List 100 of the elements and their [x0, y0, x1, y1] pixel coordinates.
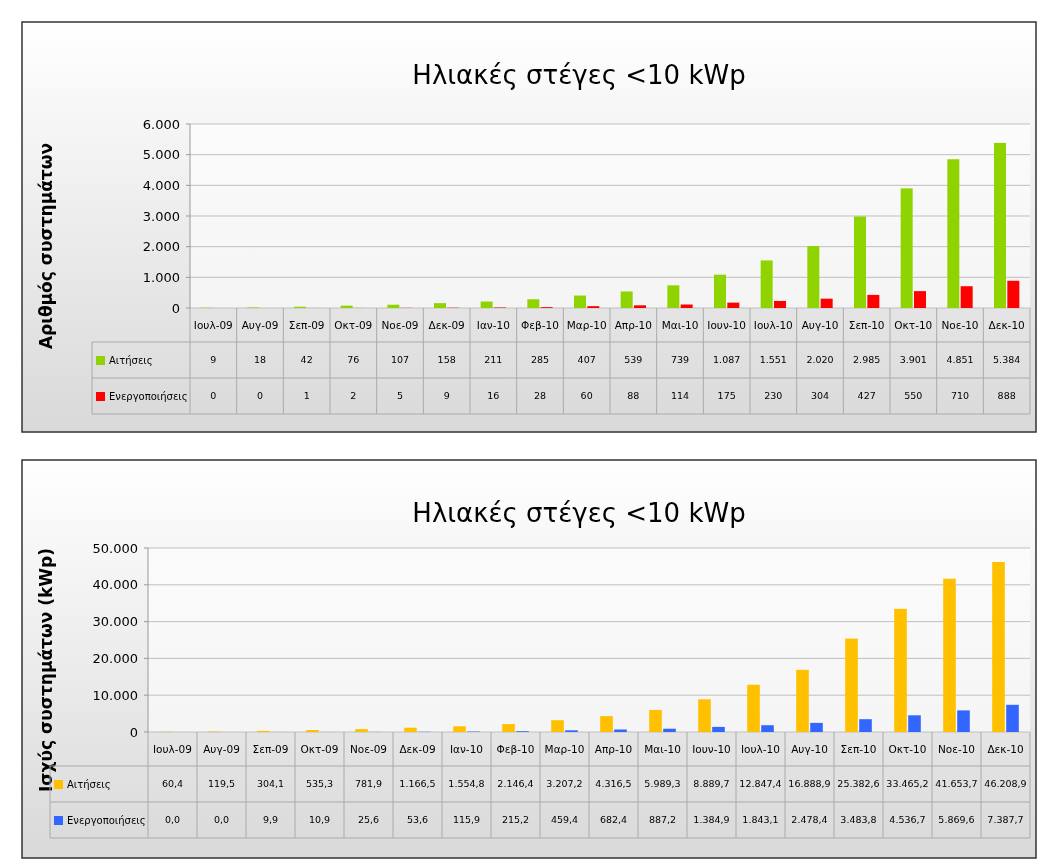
y-tick-label: 50.000: [92, 540, 138, 556]
x-tick-label: Αυγ-10: [791, 742, 828, 755]
data-label: 42: [300, 354, 313, 366]
x-tick-label: Αυγ-09: [203, 742, 240, 755]
data-label: 3.207,2: [546, 778, 583, 790]
bar: [527, 299, 540, 308]
data-label: 12.847,4: [739, 778, 782, 790]
x-tick-label: Φεβ-10: [521, 318, 559, 331]
data-label: 5.384: [993, 354, 1021, 366]
bar: [900, 188, 913, 308]
bar: [698, 699, 711, 732]
bar: [810, 722, 823, 732]
x-tick-label: Ιουν-10: [692, 742, 731, 755]
x-tick-label: Μαι-10: [661, 318, 699, 331]
data-label: 4.851: [946, 354, 974, 366]
x-tick-label: Αυγ-10: [801, 318, 839, 331]
data-label: 4.536,7: [889, 814, 926, 826]
data-label: 550: [904, 390, 923, 402]
bar: [620, 291, 633, 308]
bar: [355, 729, 368, 732]
data-label: 535,3: [305, 778, 334, 790]
bar: [845, 638, 858, 732]
y-tick-label: 2.000: [142, 239, 180, 255]
x-tick-label: Σεπ-10: [840, 742, 877, 755]
data-label: 3.483,8: [840, 814, 877, 826]
data-label: 46.208,9: [984, 778, 1027, 790]
data-label: 3.901: [899, 354, 927, 366]
chart-title: Ηλιακές στέγες <10 kWp: [412, 498, 746, 528]
bar: [943, 578, 956, 732]
data-label: 53,6: [406, 814, 429, 826]
bar: [712, 726, 725, 732]
x-tick-label: Οκτ-10: [894, 318, 933, 331]
data-label: 5: [396, 390, 404, 402]
x-tick-label: Δεκ-10: [987, 742, 1024, 755]
y-tick-label: 30.000: [92, 614, 138, 630]
bar: [914, 291, 926, 308]
legend-label: Αιτήσεις: [67, 778, 111, 790]
data-label: 304: [810, 390, 830, 402]
y-axis-title: Ισχύς συστημάτων (kWp): [36, 548, 56, 792]
data-label: 9: [210, 354, 217, 366]
data-label: 18: [253, 354, 267, 366]
data-label: 427: [857, 390, 876, 402]
y-tick-label: 4.000: [142, 177, 180, 193]
data-label: 25.382,6: [837, 778, 880, 790]
data-label: 739: [670, 354, 690, 366]
data-label: 1.166,5: [399, 778, 436, 790]
chart-title: Ηλιακές στέγες <10 kWp: [412, 60, 746, 90]
data-label: 215,2: [501, 814, 530, 826]
bar: [957, 710, 970, 732]
data-label: 1.087: [713, 354, 741, 366]
bar: [404, 727, 417, 732]
data-label: 0,0: [213, 814, 230, 826]
data-label: 16.888,9: [788, 778, 831, 790]
data-label: 9,9: [262, 814, 279, 826]
bar: [434, 303, 446, 308]
legend-label: Ενεργοποιήσεις: [109, 390, 188, 402]
bar: [667, 285, 680, 308]
bar: [502, 724, 515, 732]
data-label: 76: [347, 354, 360, 366]
x-tick-label: Ιαν-10: [476, 318, 510, 331]
bar: [760, 260, 773, 308]
data-label: 114: [670, 390, 690, 402]
x-tick-label: Σεπ-09: [288, 318, 325, 331]
x-tick-label: Φεβ-10: [496, 742, 535, 755]
x-tick-label: Απρ-10: [594, 742, 633, 755]
x-tick-label: Σεπ-09: [252, 742, 289, 755]
bar: [714, 274, 726, 308]
data-label: 539: [624, 354, 643, 366]
x-tick-label: Νοε-10: [941, 318, 979, 331]
bar: [908, 715, 921, 732]
data-label: 2.020: [806, 354, 834, 366]
x-tick-label: Οκτ-09: [300, 742, 339, 755]
x-tick-label: Νοε-10: [937, 742, 976, 755]
data-label: 2.146,4: [497, 778, 534, 790]
data-label: 2.985: [853, 354, 881, 366]
data-label: 5.989,3: [644, 778, 681, 790]
bar: [1007, 280, 1020, 308]
data-label: 41.653,7: [935, 778, 978, 790]
data-label: 304,1: [256, 778, 285, 790]
data-label: 9: [443, 390, 450, 402]
x-tick-label: Νοε-09: [349, 742, 388, 755]
bar: [994, 142, 1006, 308]
bar: [663, 728, 676, 732]
bar: [820, 298, 833, 308]
data-label: 0: [210, 390, 217, 402]
x-tick-label: Δεκ-09: [399, 742, 436, 755]
bar: [796, 669, 809, 732]
data-label: 211: [484, 354, 503, 366]
legend-label: Αιτήσεις: [109, 354, 153, 366]
x-tick-label: Δεκ-09: [428, 318, 465, 331]
bar: [727, 302, 740, 308]
bar: [894, 608, 907, 732]
y-tick-label: 0: [171, 300, 180, 316]
x-tick-label: Μαρ-10: [566, 318, 607, 331]
data-label: 10,9: [308, 814, 331, 826]
bar: [859, 719, 872, 732]
x-tick-label: Αυγ-09: [241, 318, 279, 331]
y-tick-label: 1.000: [142, 269, 180, 285]
data-label: 887,2: [648, 814, 677, 826]
data-label: 8.889,7: [693, 778, 730, 790]
